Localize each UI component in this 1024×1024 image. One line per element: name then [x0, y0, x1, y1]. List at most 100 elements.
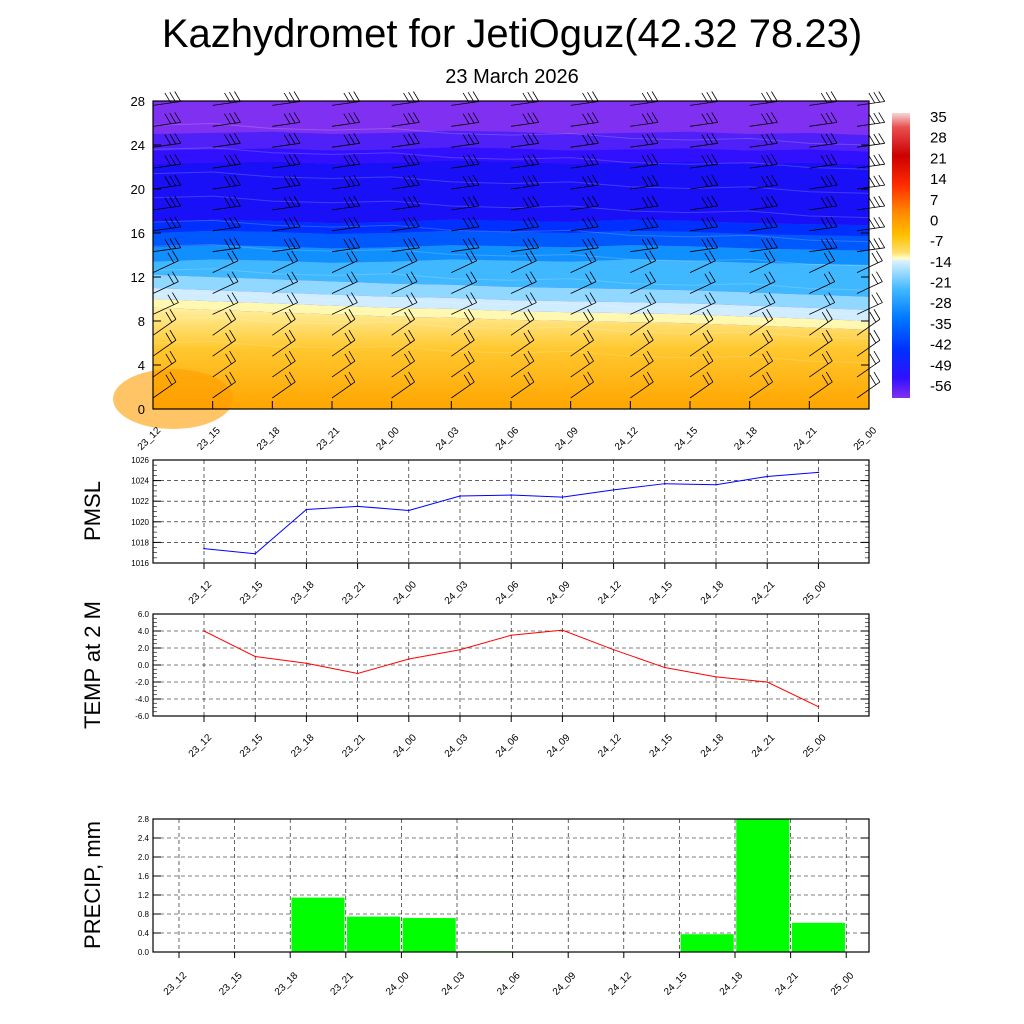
- barb-shaft: [689, 247, 718, 253]
- barb-feather: [164, 113, 172, 125]
- wind-barb: [749, 216, 778, 232]
- wind-barb: [272, 350, 296, 378]
- x-tick-label: 25_00: [801, 579, 829, 607]
- barb-shaft: [391, 281, 418, 294]
- barb-feather: [868, 197, 876, 208]
- barb-shaft: [809, 163, 838, 169]
- barb-shaft: [749, 260, 776, 273]
- barb-shaft: [809, 281, 835, 294]
- x-tick-label: 24_06: [495, 970, 523, 998]
- barb-feather: [876, 271, 883, 282]
- wind-barb: [152, 174, 182, 190]
- barb-shaft: [749, 142, 778, 148]
- barb-feather: [165, 332, 173, 344]
- wind-barb: [809, 112, 838, 127]
- x-tick-label: 23_18: [289, 579, 317, 607]
- colorbar-label: 28: [930, 130, 947, 147]
- barb-shaft: [570, 122, 599, 127]
- wind-barb: [272, 329, 296, 357]
- barb-feather: [706, 133, 714, 145]
- wind-barb: [856, 271, 883, 294]
- barb-feather: [523, 353, 531, 365]
- wind-barb: [331, 371, 356, 399]
- barb-feather: [830, 112, 838, 123]
- barb-shaft: [809, 302, 835, 315]
- wind-barb: [570, 153, 599, 169]
- wind-barb: [451, 216, 480, 232]
- wind-barb: [391, 271, 418, 294]
- barb-feather: [174, 237, 182, 249]
- barb-feather: [761, 197, 768, 208]
- wind-barb: [272, 371, 296, 399]
- barb-shaft: [689, 101, 718, 106]
- panel-frame: [152, 459, 870, 564]
- y-tick-label: 1022: [131, 497, 149, 506]
- barb-shaft: [212, 205, 241, 211]
- x-tick-label: 25_00: [829, 970, 857, 998]
- barb-shaft: [510, 101, 539, 106]
- wind-barb: [689, 309, 714, 336]
- wind-barb: [451, 133, 480, 148]
- wind-barb: [689, 153, 719, 169]
- barb-feather: [283, 176, 291, 187]
- barb-shaft: [689, 122, 718, 127]
- barb-feather: [408, 217, 415, 228]
- barb-feather: [583, 353, 590, 365]
- barb-feather: [868, 134, 876, 145]
- wind-barb: [391, 133, 420, 148]
- barb-shaft: [331, 205, 360, 211]
- barb-shaft: [510, 122, 539, 127]
- wind-barb: [570, 329, 594, 357]
- barb-feather: [766, 350, 773, 362]
- barb-shaft: [510, 247, 539, 253]
- barb-shaft: [749, 302, 776, 315]
- barb-feather: [825, 175, 833, 187]
- barb-feather: [284, 374, 292, 386]
- wind-barb: [212, 174, 241, 190]
- wind-barb: [689, 174, 719, 190]
- barb-shaft: [856, 163, 885, 169]
- barb-feather: [878, 133, 886, 144]
- barb-feather: [165, 353, 173, 365]
- x-tick-label: 24_15: [647, 732, 675, 760]
- barb-shaft: [331, 281, 358, 294]
- data-point: [356, 672, 359, 675]
- barb-feather: [463, 311, 471, 323]
- mid-band-4: [153, 274, 869, 310]
- barb-feather: [830, 133, 838, 144]
- barb-feather: [229, 309, 236, 320]
- barb-shaft: [570, 247, 599, 253]
- barb-feather: [642, 374, 650, 386]
- barb-shaft: [749, 101, 778, 106]
- barb-feather: [404, 353, 411, 365]
- barb-feather: [582, 176, 589, 187]
- x-tick-label: 24_18: [699, 579, 727, 607]
- barb-feather: [348, 154, 356, 166]
- x-tick-label: 24_09: [553, 425, 581, 453]
- wind-barb: [331, 216, 361, 232]
- barb-feather: [527, 329, 535, 341]
- barb-shaft: [856, 281, 883, 294]
- barb-feather: [470, 292, 478, 303]
- mid-band-1: [153, 230, 869, 251]
- x-tick-label: 24_21: [773, 970, 801, 998]
- barb-feather: [522, 197, 530, 208]
- barb-feather: [283, 238, 291, 250]
- barb-feather: [286, 273, 294, 284]
- barb-feather: [868, 176, 876, 187]
- barb-feather: [820, 155, 828, 166]
- x-tick-label: 24_15: [647, 579, 675, 607]
- wind-barb: [212, 371, 236, 399]
- warm-layer: [153, 307, 869, 409]
- x-tick-label: 23_12: [162, 970, 190, 998]
- barb-feather: [234, 153, 241, 165]
- barb-feather: [646, 133, 654, 145]
- barb-shaft: [689, 260, 716, 273]
- wind-barb: [809, 216, 838, 232]
- barb-feather: [286, 252, 294, 264]
- barb-shaft: [152, 184, 181, 190]
- wind-barb: [856, 237, 886, 253]
- barb-feather: [288, 112, 296, 124]
- x-tick-label: 24_03: [440, 970, 468, 998]
- barb-shaft: [451, 142, 480, 148]
